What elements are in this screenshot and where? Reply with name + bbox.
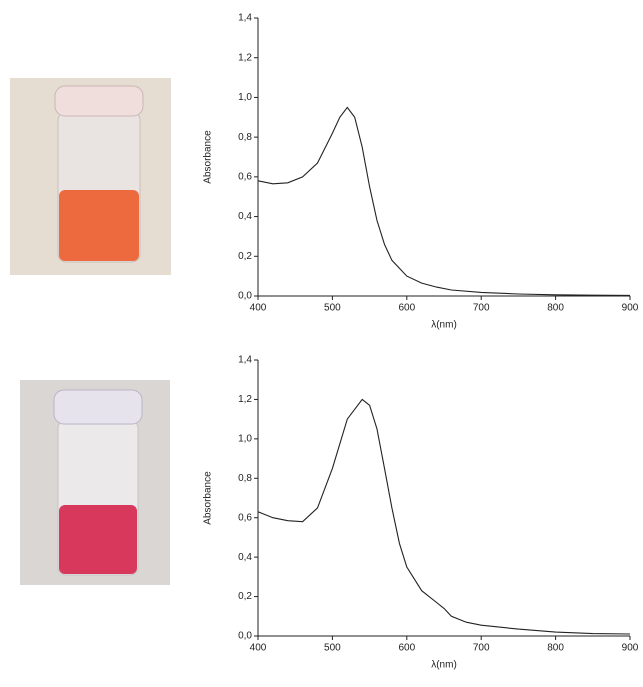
y-tick-label: 0,8	[238, 132, 252, 143]
y-tick-label: 1,4	[238, 355, 252, 366]
y-tick-label: 0,0	[238, 631, 252, 642]
x-axis-label: λ(nm)	[431, 660, 457, 671]
y-tick-label: 1,0	[238, 92, 252, 103]
x-tick-label: 400	[250, 643, 267, 654]
x-tick-label: 800	[547, 643, 564, 654]
y-tick-label: 0,8	[238, 473, 252, 484]
y-tick-label: 0,6	[238, 512, 252, 523]
spectrum-line	[257, 106, 631, 296]
x-tick-label: 600	[398, 643, 415, 654]
x-tick-label: 500	[324, 643, 341, 654]
y-tick-label: 0,6	[238, 171, 252, 182]
x-tick-label: 600	[398, 303, 415, 314]
x-tick-label: 700	[473, 303, 490, 314]
y-tick-label: 1,0	[238, 433, 252, 444]
y-tick-label: 0,0	[238, 291, 252, 302]
x-tick-label: 900	[622, 643, 639, 654]
y-tick-label: 0,2	[238, 591, 252, 602]
vial-photo	[10, 78, 171, 275]
x-tick-label: 900	[622, 303, 639, 314]
y-axis-label: Absorbance	[203, 471, 214, 525]
y-tick-label: 1,2	[238, 394, 252, 405]
x-tick-label: 800	[547, 303, 564, 314]
y-tick-label: 1,2	[238, 52, 252, 63]
y-tick-label: 0,2	[238, 251, 252, 262]
y-tick-label: 1,4	[238, 13, 252, 24]
spectrum-line	[257, 398, 631, 635]
x-axis-label: λ(nm)	[431, 320, 457, 331]
y-axis-label: Absorbance	[203, 130, 214, 184]
y-tick-label: 0,4	[238, 552, 252, 563]
y-tick-label: 0,4	[238, 211, 252, 222]
x-tick-label: 700	[473, 643, 490, 654]
x-tick-label: 500	[324, 303, 341, 314]
x-tick-label: 400	[250, 303, 267, 314]
vial-photo	[20, 380, 170, 585]
